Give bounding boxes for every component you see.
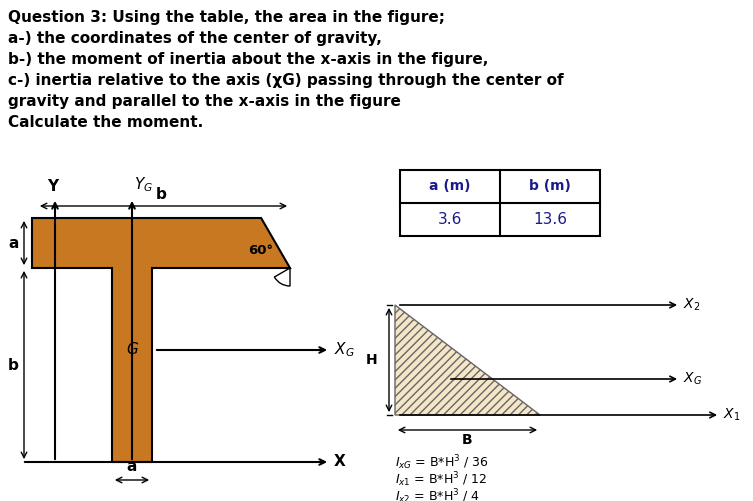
Text: B: B <box>462 433 472 447</box>
Polygon shape <box>395 305 540 415</box>
Text: Y: Y <box>47 179 59 194</box>
Text: $X_G$: $X_G$ <box>683 371 703 387</box>
Text: $Y_G$: $Y_G$ <box>134 175 153 194</box>
Text: a-) the coordinates of the center of gravity,: a-) the coordinates of the center of gra… <box>8 31 382 46</box>
Text: $X_G$: $X_G$ <box>334 341 355 359</box>
Text: X: X <box>334 454 346 469</box>
Text: a: a <box>127 459 137 474</box>
Text: $I_{xG}$ = B*H$^3$ / 36: $I_{xG}$ = B*H$^3$ / 36 <box>395 453 489 472</box>
Polygon shape <box>32 218 290 462</box>
Text: a: a <box>8 235 19 250</box>
Text: 60°: 60° <box>248 243 273 257</box>
Text: 13.6: 13.6 <box>533 211 567 226</box>
Text: H: H <box>365 353 377 367</box>
Bar <box>400 170 600 236</box>
Text: c-) inertia relative to the axis (χG) passing through the center of: c-) inertia relative to the axis (χG) pa… <box>8 73 564 88</box>
Text: $I_{x1}$ = B*H$^3$ / 12: $I_{x1}$ = B*H$^3$ / 12 <box>395 470 487 488</box>
Text: $I_{x2}$ = B*H$^3$ / 4: $I_{x2}$ = B*H$^3$ / 4 <box>395 487 480 501</box>
Text: b: b <box>8 358 19 373</box>
Text: b-) the moment of inertia about the x-axis in the figure,: b-) the moment of inertia about the x-ax… <box>8 52 489 67</box>
Text: Calculate the moment.: Calculate the moment. <box>8 115 203 130</box>
Text: b (m): b (m) <box>529 179 571 193</box>
Text: G: G <box>126 343 138 358</box>
Text: Question 3: Using the table, the area in the figure;: Question 3: Using the table, the area in… <box>8 10 445 25</box>
Text: $X_1$: $X_1$ <box>723 407 740 423</box>
Text: a (m): a (m) <box>429 179 471 193</box>
Text: gravity and parallel to the x-axis in the figure: gravity and parallel to the x-axis in th… <box>8 94 401 109</box>
Text: $X_2$: $X_2$ <box>683 297 700 313</box>
Text: 3.6: 3.6 <box>437 211 462 226</box>
Text: b: b <box>156 187 166 202</box>
